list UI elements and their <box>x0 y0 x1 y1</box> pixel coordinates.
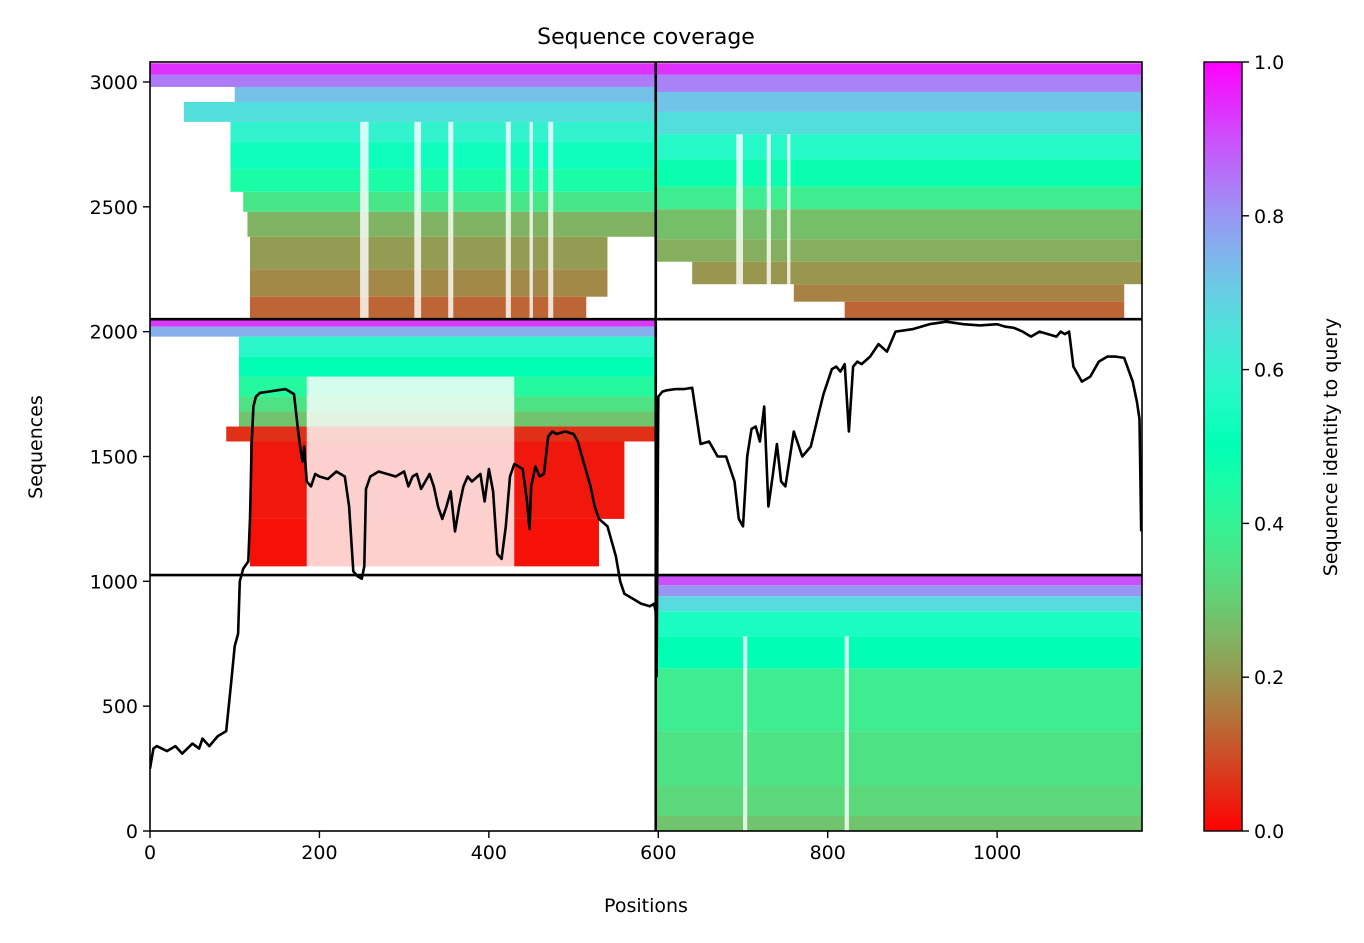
x-tick-label: 0 <box>144 842 156 864</box>
colorbar-tick-label: 0.6 <box>1254 360 1284 382</box>
coverage-band <box>655 575 1142 586</box>
y-tick-label: 1500 <box>90 446 138 468</box>
y-tick-label: 2000 <box>90 322 138 344</box>
coverage-band <box>655 209 1142 240</box>
coverage-band <box>150 63 656 75</box>
coverage-band <box>655 786 1142 817</box>
coverage-band <box>655 596 1142 612</box>
x-axis-label: Positions <box>604 895 688 917</box>
x-tick-label: 800 <box>810 842 846 864</box>
coverage-line-layer <box>150 320 1142 769</box>
coverage-gap <box>448 121 454 320</box>
coverage-gap <box>548 121 554 320</box>
y-tick-label: 2500 <box>90 197 138 219</box>
plot-frame <box>149 61 1143 832</box>
coverage-band <box>655 63 1142 75</box>
coverage-band <box>655 91 1142 112</box>
coverage-band <box>655 239 1142 262</box>
x-tick-label: 600 <box>640 842 676 864</box>
colorbar-tick-label: 0.4 <box>1254 513 1284 535</box>
coverage-band <box>238 356 656 377</box>
coverage-band <box>183 101 656 122</box>
x-tick-label: 1000 <box>973 842 1021 864</box>
coverage-band <box>655 186 1142 210</box>
coverage-band <box>655 134 1142 160</box>
coverage-gap <box>414 121 422 320</box>
coverage-gap <box>529 121 533 320</box>
coverage-gap <box>742 636 748 831</box>
colorbar-tick-label: 1.0 <box>1254 52 1284 74</box>
colorbar-label: Sequence identity to query <box>1320 318 1342 576</box>
coverage-gap <box>844 636 849 831</box>
coverage-band <box>793 284 1125 302</box>
coverage-band <box>655 816 1142 831</box>
coverage-band <box>844 301 1125 320</box>
coverage-band <box>249 236 608 270</box>
colorbar-tick-label: 0.0 <box>1254 821 1284 843</box>
coverage-band <box>655 111 1142 135</box>
coverage-gap <box>505 121 511 320</box>
plot-border <box>149 61 1143 832</box>
coverage-band <box>655 585 1142 597</box>
coverage-line <box>150 320 1142 769</box>
colorbar-border <box>1203 61 1243 832</box>
chain-B-pair-1 <box>655 63 1142 320</box>
axes: 0 200 400 600 800 1000 0 500 1000 1500 2000 2500 300… <box>90 72 1022 864</box>
coverage-band <box>238 336 656 357</box>
coverage-band <box>150 74 656 87</box>
coverage-band <box>150 326 656 337</box>
coverage-band <box>655 74 1142 92</box>
x-tick-label: 200 <box>301 842 337 864</box>
coverage-band <box>655 159 1142 187</box>
coverage-band <box>230 121 656 142</box>
y-tick-label: 3000 <box>90 72 138 94</box>
coverage-gap <box>306 376 515 576</box>
y-tick-label: 0 <box>126 821 138 843</box>
coverage-band <box>230 141 656 170</box>
colorbar: 0.0 0.2 0.4 0.6 0.8 1.0 <box>1203 52 1284 843</box>
x-tick-label: 400 <box>471 842 507 864</box>
y-tick-label: 500 <box>102 696 138 718</box>
coverage-band <box>150 319 656 327</box>
coverage-gap <box>360 121 369 320</box>
colorbar-gradient <box>1204 62 1242 831</box>
coverage-band <box>230 169 656 192</box>
coverage-gap <box>766 134 771 320</box>
coverage-band <box>655 611 1142 637</box>
coverage-band <box>692 261 1142 285</box>
y-axis-label: Sequences <box>25 395 47 499</box>
chart-title: Sequence coverage <box>537 25 755 50</box>
chain-B-pair-3 <box>655 575 1142 831</box>
coverage-gap <box>736 134 743 320</box>
coverage-band <box>655 668 1142 732</box>
coverage-band <box>249 269 608 297</box>
coverage-gap <box>787 134 791 320</box>
coverage-band <box>655 636 1142 669</box>
y-tick-label: 1000 <box>90 571 138 593</box>
colorbar-tick-label: 0.2 <box>1254 667 1284 689</box>
coverage-band <box>655 731 1142 787</box>
heatmap-layer <box>150 63 1142 831</box>
colorbar-tick-label: 0.8 <box>1254 206 1284 228</box>
coverage-band <box>234 86 656 102</box>
chain-A-pair-1 <box>150 63 656 320</box>
